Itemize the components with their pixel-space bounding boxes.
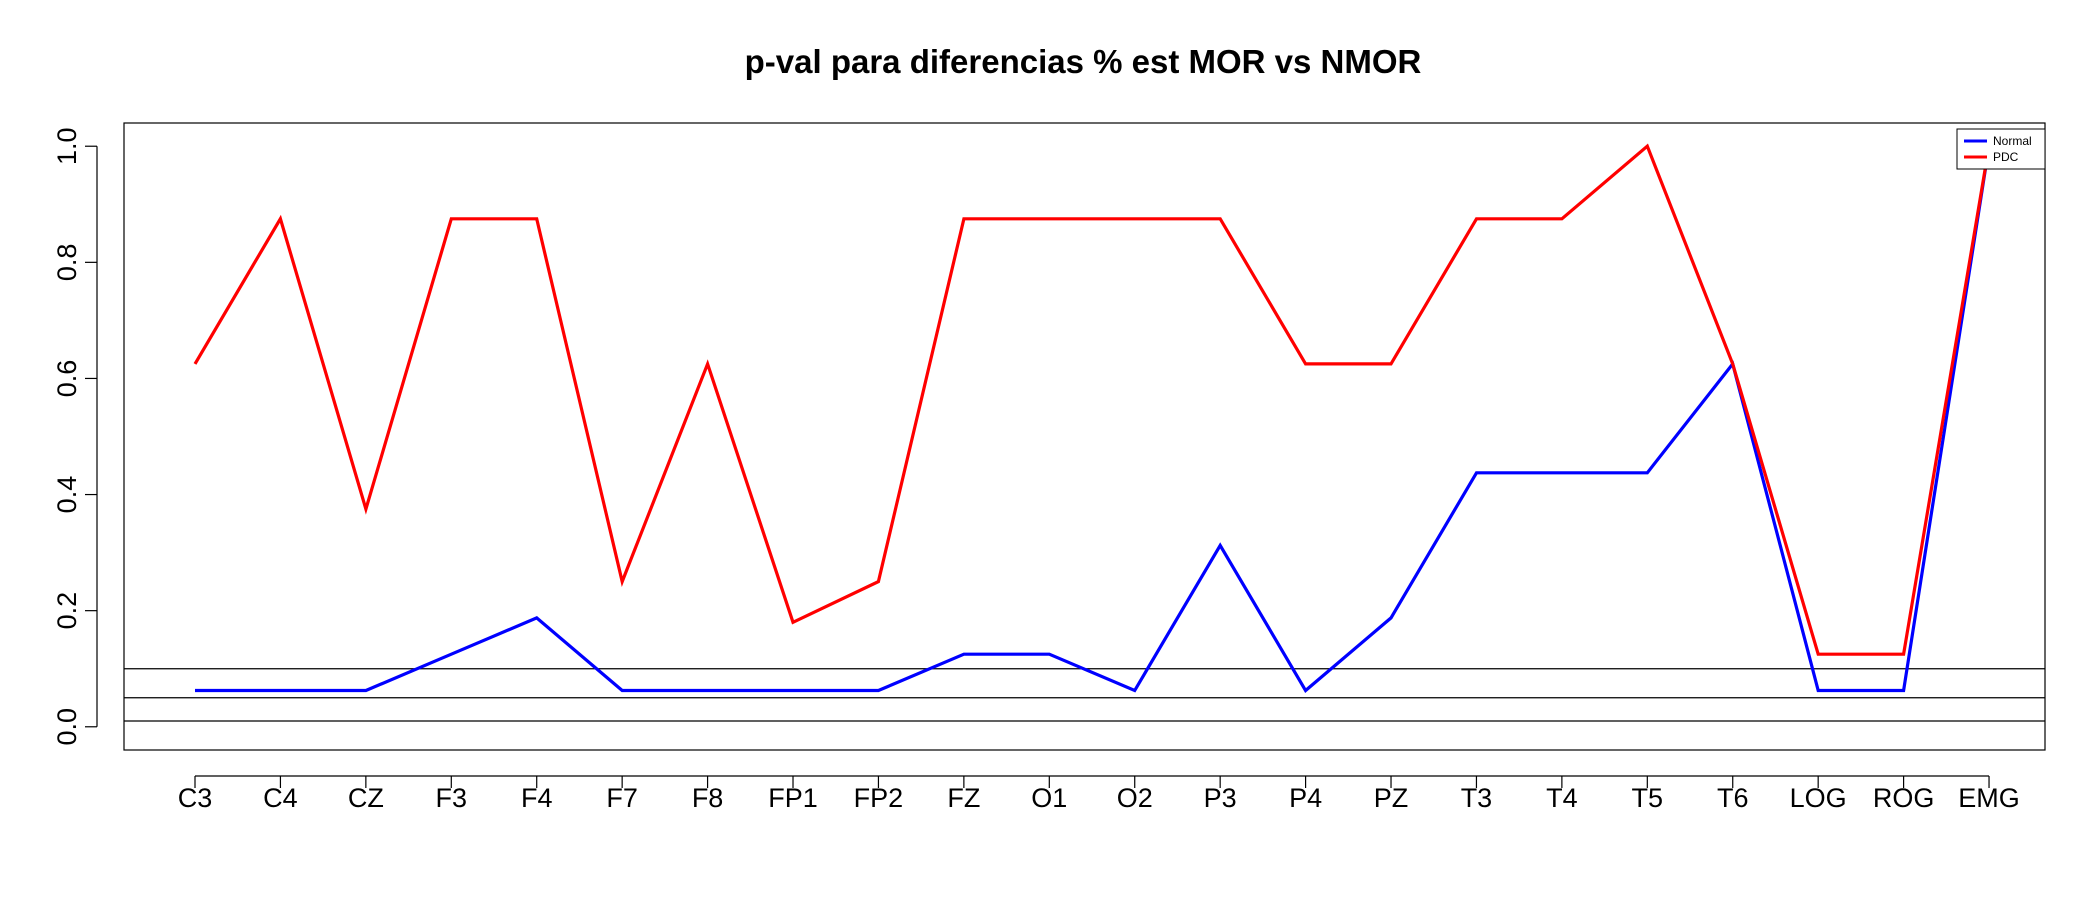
x-tick-label: F4 xyxy=(521,783,553,813)
legend: Normal PDC xyxy=(1956,128,2046,170)
y-tick-label: 1.0 xyxy=(52,127,82,165)
x-tick-label: F8 xyxy=(692,783,724,813)
y-tick-label: 0.6 xyxy=(52,360,82,398)
y-axis: 0.0 0.2 0.4 0.6 0.8 1.0 xyxy=(52,127,98,746)
x-tick-label: PZ xyxy=(1374,783,1409,813)
y-tick-label: 0.4 xyxy=(52,476,82,514)
y-tick-label: 0.0 xyxy=(52,708,82,746)
chart-title: p-val para diferencias % est MOR vs NMOR xyxy=(745,43,1422,80)
x-tick-label: EMG xyxy=(1958,783,2020,813)
series-line-pdc xyxy=(193,143,1991,656)
x-tick-label: P4 xyxy=(1289,783,1322,813)
x-tick-label: T6 xyxy=(1717,783,1749,813)
plot-frame xyxy=(123,122,2046,751)
x-tick-label: C3 xyxy=(178,783,213,813)
x-tick-label: F3 xyxy=(436,783,468,813)
x-tick-label: T3 xyxy=(1461,783,1493,813)
x-tick-label: LOG xyxy=(1790,783,1847,813)
x-tick-label: P3 xyxy=(1204,783,1237,813)
series-line-normal xyxy=(195,145,1991,693)
series-lines xyxy=(193,143,1991,693)
x-tick-label: F7 xyxy=(606,783,638,813)
x-tick-label: FP1 xyxy=(768,783,818,813)
y-tick-label: 0.8 xyxy=(52,244,82,282)
x-tick-label: C4 xyxy=(263,783,298,813)
y-tick-label: 0.2 xyxy=(52,592,82,630)
x-axis: C3 C4 CZ F3 F4 F7 F8 FP1 FP2 FZ O1 O2 P3 P4 PZ T3 T4 T5 T6… xyxy=(178,775,2020,813)
legend-label-pdc: PDC xyxy=(1993,150,2019,164)
x-tick-label: FP2 xyxy=(854,783,904,813)
x-tick-label: ROG xyxy=(1873,783,1935,813)
legend-label-normal: Normal xyxy=(1993,134,2032,148)
x-tick-label: T5 xyxy=(1632,783,1664,813)
x-tick-label: O1 xyxy=(1031,783,1067,813)
x-tick-label: CZ xyxy=(348,783,384,813)
x-tick-label: O2 xyxy=(1117,783,1153,813)
x-tick-label: T4 xyxy=(1546,783,1578,813)
x-tick-label: FZ xyxy=(947,783,980,813)
reference-lines xyxy=(124,668,2045,722)
legend-box xyxy=(1956,128,2046,170)
